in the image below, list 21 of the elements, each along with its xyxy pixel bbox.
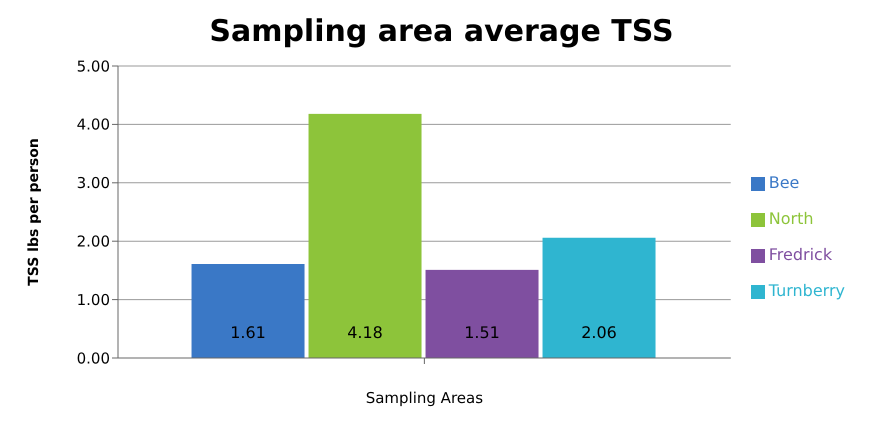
y-tick-label: 0.00 bbox=[76, 349, 110, 368]
data-label: 4.18 bbox=[347, 323, 383, 342]
data-label: 1.51 bbox=[464, 323, 500, 342]
legend-label: Turnberry bbox=[768, 281, 845, 300]
y-axis-title: TSS lbs per person bbox=[26, 138, 42, 286]
legend-label: North bbox=[768, 209, 814, 228]
bar bbox=[192, 264, 305, 358]
legend-label: Fredrick bbox=[768, 245, 832, 264]
legend-label: Bee bbox=[768, 173, 800, 192]
x-axis-title: Sampling Areas bbox=[366, 389, 484, 407]
data-label: 1.61 bbox=[230, 323, 266, 342]
y-tick-label: 5.00 bbox=[76, 57, 110, 76]
y-tick-label: 2.00 bbox=[76, 232, 110, 251]
y-tick-label: 3.00 bbox=[76, 174, 110, 192]
bar bbox=[426, 270, 539, 358]
bar bbox=[308, 114, 422, 358]
chart-title: Sampling area average TSS bbox=[208, 13, 675, 51]
data-label: 2.06 bbox=[581, 323, 617, 342]
bar bbox=[542, 238, 656, 358]
y-tick-label: 1.00 bbox=[76, 290, 110, 309]
y-tick-label: 4.00 bbox=[76, 116, 110, 134]
